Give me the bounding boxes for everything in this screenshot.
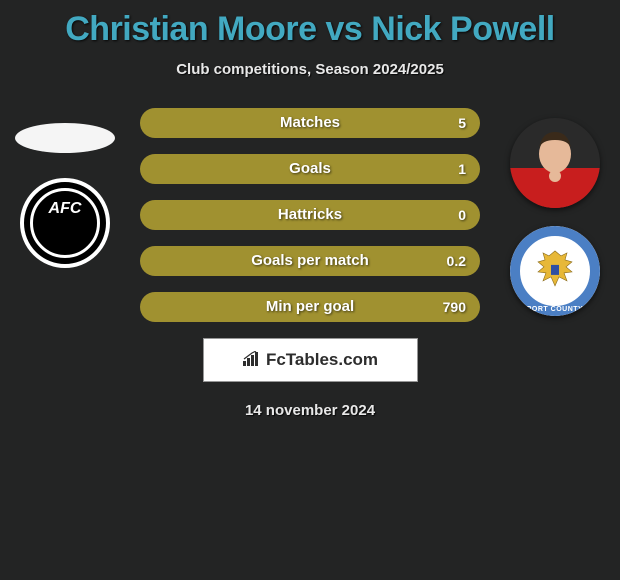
stat-label: Matches xyxy=(140,108,480,138)
stat-bar: Min per goal790 xyxy=(140,292,480,322)
stat-bar: Matches5 xyxy=(140,108,480,138)
left-player-photo-placeholder xyxy=(15,123,115,153)
stat-label: Min per goal xyxy=(140,292,480,322)
stat-value-right: 0.2 xyxy=(447,246,466,276)
left-club-badge-text: AFC xyxy=(24,200,106,218)
stat-value-right: 0 xyxy=(458,200,466,230)
stat-bar: Goals1 xyxy=(140,154,480,184)
right-player-photo xyxy=(510,118,600,208)
stat-label: Goals per match xyxy=(140,246,480,276)
stat-value-right: 5 xyxy=(458,108,466,138)
right-crest-ring-text: PORT COUNTY xyxy=(510,306,600,313)
right-player-column: PORT COUNTY xyxy=(500,108,610,316)
comparison-content: AFC PORT COUNTY Matches5Goals1Hattricks0… xyxy=(0,108,620,322)
brand-box: FcTables.com xyxy=(203,338,418,382)
page-title: Christian Moore vs Nick Powell xyxy=(0,0,620,49)
left-club-badge: AFC xyxy=(20,178,110,268)
left-player-column: AFC xyxy=(10,108,120,268)
stat-bar: Hattricks0 xyxy=(140,200,480,230)
stat-label: Goals xyxy=(140,154,480,184)
subtitle: Club competitions, Season 2024/2025 xyxy=(0,61,620,78)
stat-bars: Matches5Goals1Hattricks0Goals per match0… xyxy=(140,108,480,322)
stat-value-right: 790 xyxy=(443,292,466,322)
brand-text: FcTables.com xyxy=(266,350,378,370)
right-club-crest: PORT COUNTY xyxy=(510,226,600,316)
chart-icon xyxy=(242,351,262,372)
stat-label: Hattricks xyxy=(140,200,480,230)
stat-value-right: 1 xyxy=(458,154,466,184)
date-text: 14 november 2024 xyxy=(0,402,620,419)
stat-bar: Goals per match0.2 xyxy=(140,246,480,276)
